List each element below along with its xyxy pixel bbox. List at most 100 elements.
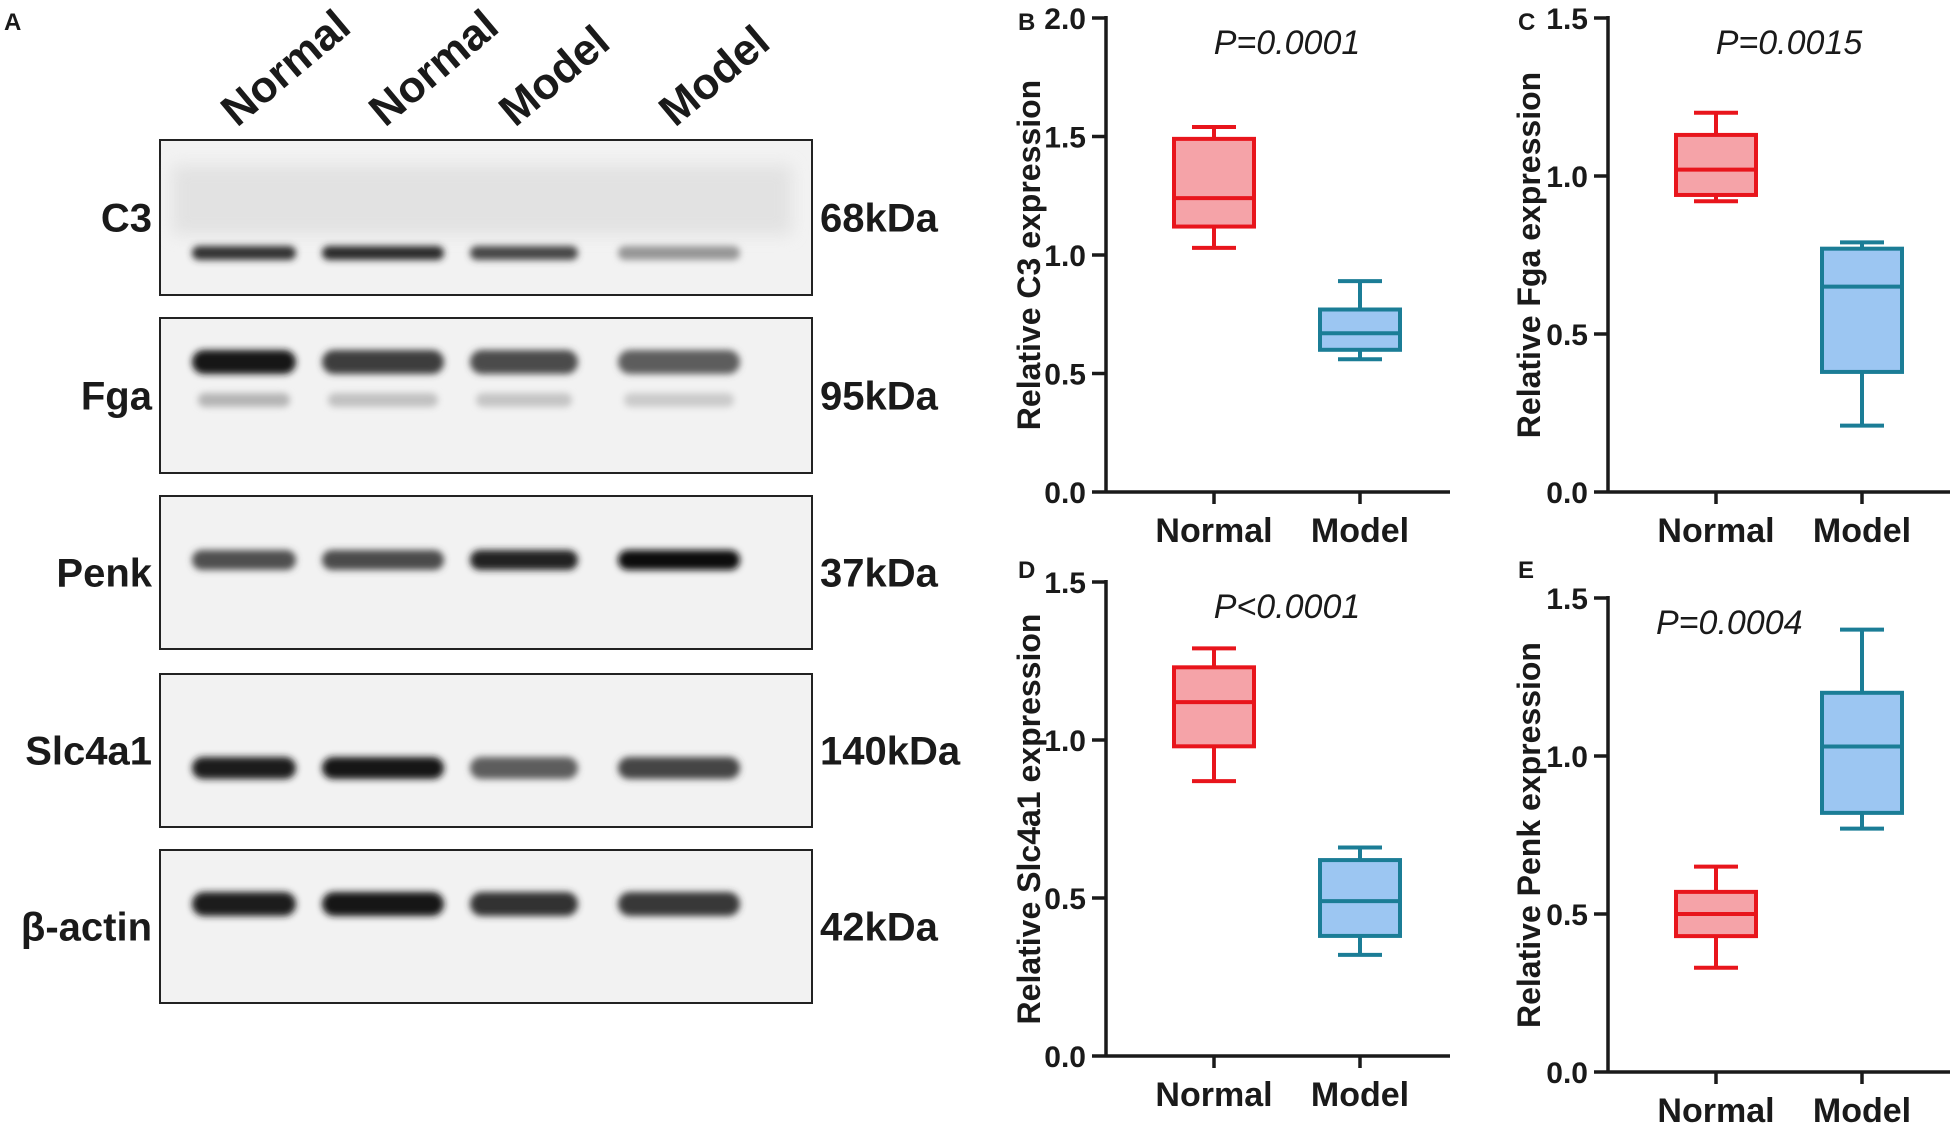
y-tick-label: 1.0 xyxy=(1546,741,1588,774)
panel-letter-b: B xyxy=(1018,9,1035,36)
lane-label: Normal xyxy=(360,1,508,136)
protein-label: C3 xyxy=(101,197,152,241)
blot-band-faint xyxy=(624,393,734,407)
lane-label: Model xyxy=(490,16,619,135)
box-iqr xyxy=(1820,690,1904,815)
y-tick-label: 1.0 xyxy=(1546,161,1588,194)
blot-band-faint xyxy=(198,393,290,407)
blot-row: Slc4a1 140kDa xyxy=(25,673,961,828)
box-model xyxy=(1820,240,1904,428)
protein-label: β-actin xyxy=(21,906,152,950)
kda-label: 68kDa xyxy=(820,197,939,241)
panel-b-c3-boxplot: B 0.0 0.5 1.0 1.5 2.0 Normal Model Relative C3 … xyxy=(1011,3,1450,550)
protein-label: Penk xyxy=(56,552,152,596)
blot-rows: C3 68kDa Fga 95kDa Penk 37kDa Slc4a1 140kDa β-ac… xyxy=(21,139,961,1004)
blot-row: Penk 37kDa xyxy=(56,495,939,650)
panel-letter-c: C xyxy=(1518,9,1535,36)
blot-band xyxy=(192,350,296,374)
blot-band xyxy=(470,757,578,779)
y-tick-label: 0.5 xyxy=(1546,319,1588,352)
blot-band xyxy=(470,246,578,260)
blot-band xyxy=(470,892,578,916)
protein-label: Fga xyxy=(81,375,153,419)
kda-label: 95kDa xyxy=(820,375,939,419)
y-tick-label: 0.0 xyxy=(1546,1057,1588,1090)
y-tick-label: 0.0 xyxy=(1044,1041,1086,1074)
box-model xyxy=(1318,279,1402,362)
panel-letter-a: A xyxy=(4,9,21,36)
blot-background-smear xyxy=(172,165,792,235)
p-value-annotation: P=0.0015 xyxy=(1716,24,1863,62)
kda-label: 140kDa xyxy=(820,730,961,774)
panel-c-fga-boxplot: C 0.0 0.5 1.0 1.5 Normal Model Relative Fga ex… xyxy=(1511,3,1950,550)
blot-band xyxy=(192,892,296,916)
lane-label: Normal xyxy=(212,1,360,136)
protein-label: Slc4a1 xyxy=(25,730,152,774)
kda-label: 42kDa xyxy=(820,906,939,950)
blot-row: C3 68kDa xyxy=(101,139,939,296)
x-tick-label: Normal xyxy=(1155,1076,1272,1114)
y-axis-title: Relative Penk expression xyxy=(1511,642,1547,1028)
p-value-annotation: P=0.0001 xyxy=(1214,24,1361,62)
x-tick-label: Normal xyxy=(1657,512,1774,550)
box-iqr xyxy=(1172,136,1256,229)
blot-band xyxy=(470,350,578,374)
blot-band xyxy=(322,757,444,779)
blot-row: β-actin 42kDa xyxy=(21,849,939,1004)
x-tick-label: Model xyxy=(1813,1092,1911,1130)
box-iqr xyxy=(1172,665,1256,749)
x-tick-label: Normal xyxy=(1155,512,1272,550)
box-normal xyxy=(1674,110,1758,204)
blot-band xyxy=(322,350,444,374)
box-iqr xyxy=(1318,858,1402,938)
blot-band xyxy=(192,550,296,570)
p-value-annotation: P<0.0001 xyxy=(1214,588,1361,626)
box-iqr xyxy=(1674,132,1758,197)
x-tick-label: Model xyxy=(1813,512,1911,550)
y-tick-label: 0.5 xyxy=(1044,359,1086,392)
panel-letter-d: D xyxy=(1018,557,1035,584)
box-normal xyxy=(1172,125,1256,250)
y-tick-label: 1.5 xyxy=(1546,3,1588,36)
panel-letter-e: E xyxy=(1518,557,1534,584)
blot-band xyxy=(322,246,444,260)
blot-band xyxy=(192,246,296,260)
blot-band xyxy=(618,350,740,374)
blot-membrane xyxy=(159,495,813,650)
blot-band xyxy=(470,550,578,570)
y-tick-label: 2.0 xyxy=(1044,3,1086,36)
y-tick-label: 1.0 xyxy=(1044,725,1086,758)
box-iqr xyxy=(1820,246,1904,374)
y-tick-label: 1.5 xyxy=(1044,122,1086,155)
y-axis-title: Relative C3 expression xyxy=(1011,80,1047,430)
blot-band xyxy=(618,892,740,916)
x-tick-label: Model xyxy=(1311,512,1409,550)
y-tick-label: 1.0 xyxy=(1044,240,1086,273)
blot-band xyxy=(618,246,740,260)
box-iqr xyxy=(1318,307,1402,352)
y-axis-title: Relative Slc4a1 expression xyxy=(1011,614,1047,1025)
y-tick-label: 0.0 xyxy=(1546,477,1588,510)
blot-membrane xyxy=(159,849,813,1004)
panel-d-slc4a1-boxplot: D 0.0 0.5 1.0 1.5 Normal Model Relative Slc4a1… xyxy=(1011,557,1450,1114)
y-tick-label: 0.5 xyxy=(1044,883,1086,916)
blot-band-faint xyxy=(328,393,438,407)
y-tick-label: 1.5 xyxy=(1044,567,1086,600)
blot-band-faint xyxy=(476,393,572,407)
box-model xyxy=(1820,627,1904,831)
x-tick-label: Normal xyxy=(1657,1092,1774,1130)
y-tick-label: 1.5 xyxy=(1546,583,1588,616)
blot-membrane xyxy=(159,673,813,828)
blot-band xyxy=(618,757,740,779)
y-tick-label: 0.5 xyxy=(1546,899,1588,932)
blot-row: Fga 95kDa xyxy=(81,317,939,474)
box-normal xyxy=(1172,646,1256,784)
panel-e-penk-boxplot: E 0.0 0.5 1.0 1.5 Normal Model Relative Penk e… xyxy=(1511,557,1950,1130)
blot-band xyxy=(192,757,296,779)
blot-band xyxy=(322,892,444,916)
box-model xyxy=(1318,845,1402,957)
blot-band xyxy=(322,550,444,570)
